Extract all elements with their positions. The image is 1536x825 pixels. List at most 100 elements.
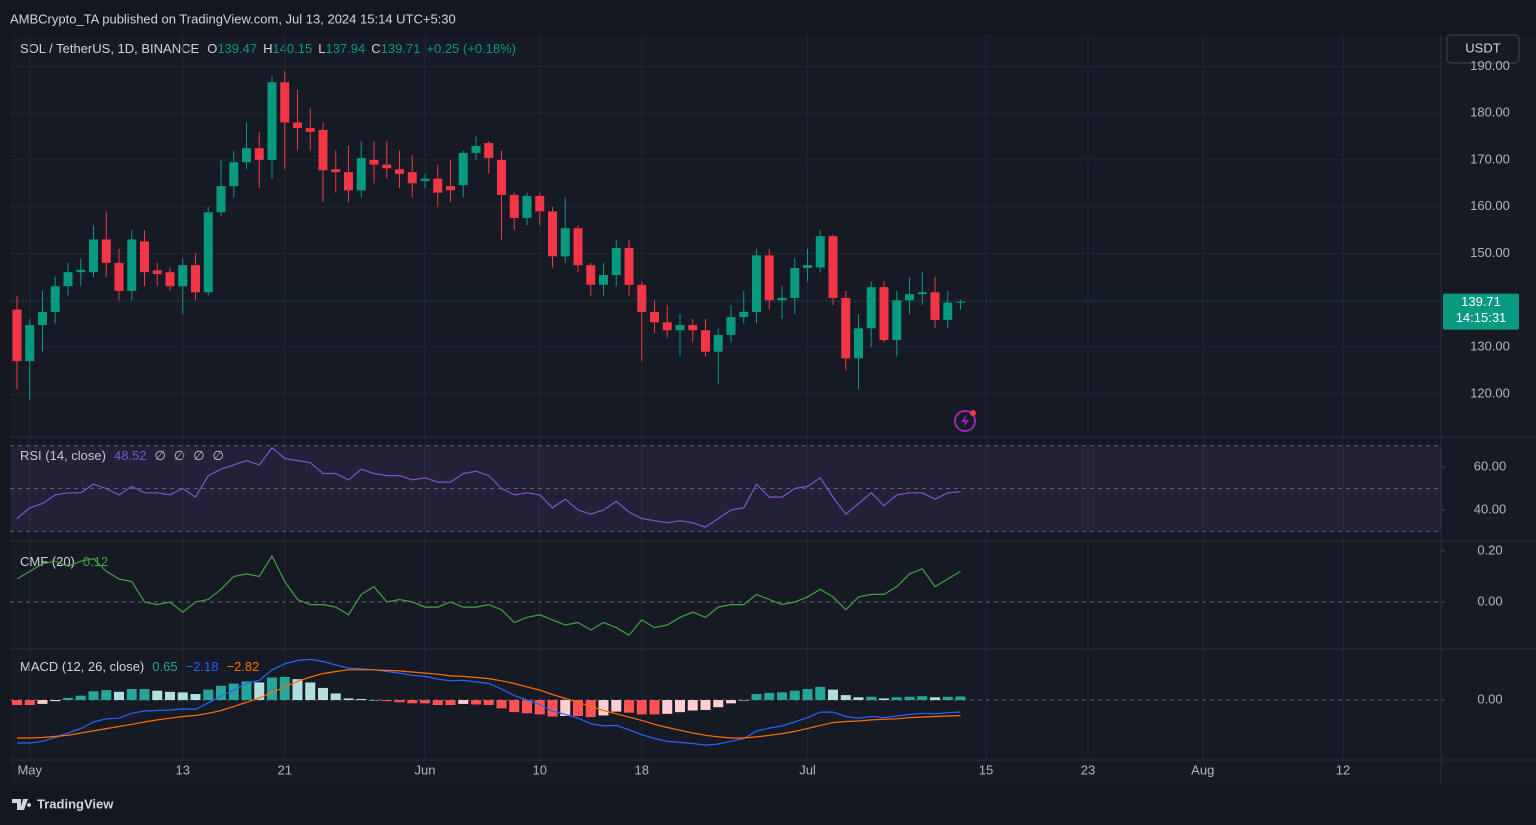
logo-mark bbox=[12, 799, 32, 810]
histogram-bar bbox=[152, 690, 163, 701]
ohlc-letter: O bbox=[207, 41, 217, 56]
histogram-bar bbox=[726, 700, 736, 704]
histogram-bar bbox=[114, 691, 124, 701]
candle-body bbox=[293, 122, 302, 129]
histogram-bar bbox=[88, 691, 99, 701]
rsi-symbol: ∅ bbox=[193, 448, 204, 463]
candle-body bbox=[216, 186, 226, 213]
candle-body bbox=[790, 267, 800, 298]
candles bbox=[12, 71, 965, 400]
histogram-bar bbox=[624, 700, 634, 713]
histogram-bar bbox=[509, 700, 520, 713]
alert-icon[interactable] bbox=[954, 410, 976, 432]
x-tick-label: 21 bbox=[278, 762, 292, 777]
candle-body bbox=[930, 292, 940, 320]
histogram-bar bbox=[547, 700, 558, 717]
last-price-box bbox=[1443, 293, 1519, 330]
candle-body bbox=[191, 265, 200, 293]
currency-label[interactable]: USDT bbox=[1465, 40, 1500, 55]
currency-button[interactable] bbox=[1446, 34, 1520, 64]
candle-body bbox=[114, 262, 124, 291]
histogram-bar bbox=[904, 696, 915, 701]
candle-body bbox=[650, 311, 659, 323]
histogram-bar bbox=[241, 681, 252, 701]
candle-body bbox=[599, 275, 608, 285]
x-tick-label: 15 bbox=[979, 762, 993, 777]
candle-body bbox=[943, 302, 953, 320]
alert-dot[interactable] bbox=[970, 410, 976, 416]
histogram-bar bbox=[407, 700, 418, 704]
indicator-line bbox=[16, 554, 961, 636]
candle-body bbox=[752, 255, 761, 312]
histogram-bar bbox=[942, 696, 953, 701]
rsi-title: RSI (14, close) bbox=[20, 448, 106, 463]
histogram-bar bbox=[751, 694, 762, 701]
ohlc-letter: L bbox=[318, 41, 325, 56]
x-tick-label: 13 bbox=[176, 762, 190, 777]
x-tick-label: May bbox=[17, 762, 42, 777]
candle-body bbox=[446, 186, 455, 191]
histogram-bar bbox=[432, 700, 443, 705]
footer-logo: TradingView bbox=[12, 796, 114, 811]
histogram-bar bbox=[891, 697, 902, 701]
histogram-bar bbox=[63, 697, 73, 701]
candle-body bbox=[560, 228, 570, 257]
histogram-bar bbox=[139, 689, 150, 701]
candle-body bbox=[38, 311, 47, 326]
candle-body bbox=[688, 325, 698, 331]
candle-body bbox=[203, 212, 213, 293]
candle-body bbox=[522, 195, 532, 218]
candle-body bbox=[892, 300, 902, 341]
candle-body bbox=[726, 317, 736, 335]
candle-body bbox=[242, 148, 251, 163]
histogram-bar bbox=[267, 677, 277, 701]
y-tick-label: 40.00 bbox=[1474, 501, 1507, 516]
histogram-bar bbox=[356, 698, 367, 701]
histogram-bar bbox=[318, 687, 328, 701]
candle-body bbox=[586, 265, 596, 285]
logo-text: TradingView bbox=[37, 796, 114, 811]
ohlc-value: 140.15 bbox=[272, 41, 312, 56]
histogram-bar bbox=[840, 695, 851, 701]
candle-body bbox=[433, 178, 443, 193]
histogram-bar bbox=[930, 697, 940, 701]
histogram-bar bbox=[75, 695, 86, 701]
histogram-bar bbox=[101, 690, 112, 701]
histogram-bar bbox=[394, 700, 405, 703]
histogram-bar bbox=[662, 700, 673, 714]
x-tick-label: 10 bbox=[533, 762, 547, 777]
candle-body bbox=[509, 195, 519, 218]
last-price-label: 139.71 bbox=[1461, 294, 1501, 309]
candle-body bbox=[318, 129, 328, 171]
candle-body bbox=[841, 297, 851, 359]
candle-body bbox=[369, 159, 379, 165]
histogram-bar bbox=[24, 700, 35, 705]
alert-ring[interactable] bbox=[954, 410, 976, 432]
rsi-symbol: ∅ bbox=[174, 448, 185, 463]
histogram-bar bbox=[853, 697, 864, 701]
candle-body bbox=[395, 169, 404, 174]
symbol-legend: SOL / TetherUS, 1D, BINANCE O139.47 H140.1… bbox=[20, 41, 516, 56]
candle-body bbox=[305, 128, 315, 132]
histogram-bar bbox=[12, 700, 22, 705]
candle-body bbox=[548, 211, 557, 257]
histogram-bar bbox=[879, 698, 889, 701]
candle-body bbox=[356, 158, 366, 191]
histogram-bar bbox=[305, 682, 316, 701]
candle-body bbox=[331, 169, 341, 173]
y-tick-label: 60.00 bbox=[1474, 458, 1507, 473]
cmf-legend: CMF (20) 0.12 bbox=[20, 554, 108, 569]
candle-body bbox=[535, 195, 545, 212]
histogram-bar bbox=[126, 689, 137, 701]
histogram-bar bbox=[37, 700, 48, 704]
histogram-bar bbox=[483, 700, 494, 705]
alert-bolt[interactable] bbox=[961, 414, 969, 428]
candle-body bbox=[611, 247, 621, 275]
macd-title: MACD (12, 26, close) bbox=[20, 659, 144, 674]
candle-body bbox=[229, 162, 239, 187]
x-tick-label: Aug bbox=[1191, 762, 1214, 777]
candle-body bbox=[854, 328, 863, 359]
histogram-bar bbox=[585, 700, 596, 718]
